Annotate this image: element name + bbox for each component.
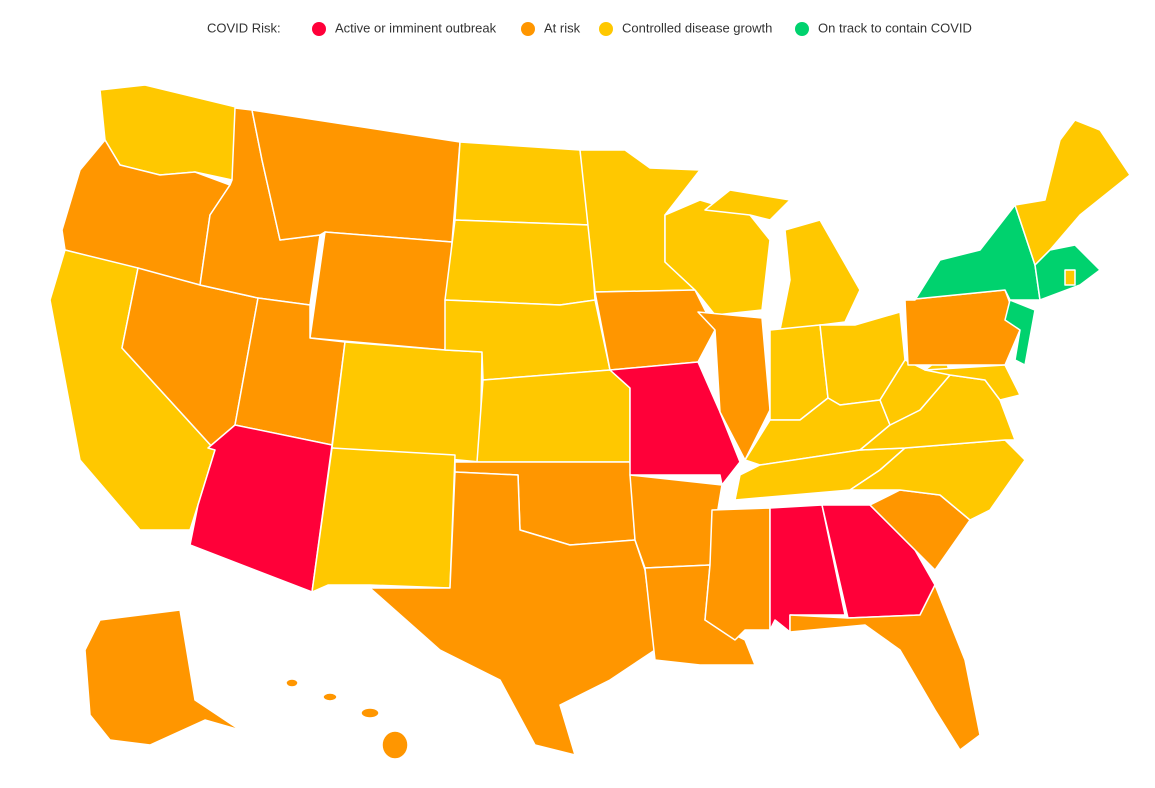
legend-title: COVID Risk: (207, 20, 281, 35)
us-map (49, 84, 1131, 760)
legend-label: Controlled disease growth (622, 20, 772, 35)
state-region (309, 231, 453, 351)
state-region (904, 289, 1021, 366)
state-region (285, 678, 299, 688)
state-region (924, 364, 1021, 401)
legend-label: At risk (544, 20, 581, 35)
state-region (1014, 119, 1131, 266)
legend-swatch (795, 22, 809, 36)
legend-swatch (599, 22, 613, 36)
state-region (594, 289, 716, 371)
legend: Active or imminent outbreak At risk Contro… (312, 20, 972, 36)
state-region (454, 141, 591, 226)
legend-label: On track to contain COVID (818, 20, 972, 35)
state-region (381, 730, 409, 760)
state-region (704, 189, 791, 221)
state-region (322, 692, 338, 702)
state-region (789, 584, 981, 751)
state-region (331, 341, 483, 463)
state-region (1064, 269, 1076, 286)
state-region (444, 219, 596, 306)
state-region (84, 609, 241, 746)
state-region (779, 219, 861, 331)
state-region (251, 109, 461, 243)
legend-label: Active or imminent outbreak (335, 20, 497, 35)
state-region (360, 707, 380, 719)
legend-swatch (312, 22, 326, 36)
state-region (311, 447, 456, 593)
state-region (1004, 299, 1036, 366)
state-region (704, 507, 771, 641)
state-region (629, 474, 723, 569)
state-region (369, 471, 656, 756)
legend-swatch (521, 22, 535, 36)
state-region (476, 369, 631, 463)
